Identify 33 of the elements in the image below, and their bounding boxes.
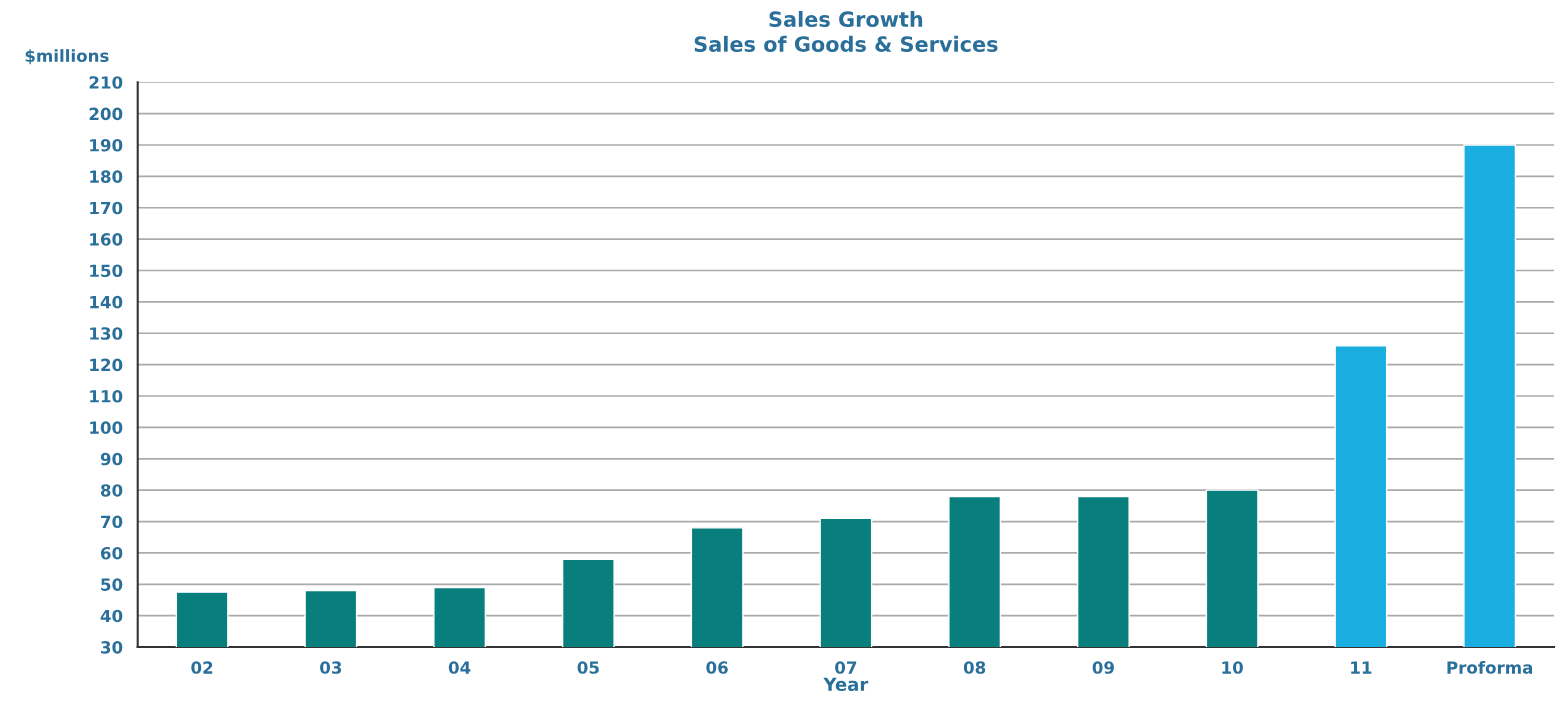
x-tick-label: Proforma [1447, 660, 1533, 674]
x-tick-label: 03 [320, 661, 342, 674]
y-tick-label: 150 [90, 264, 123, 278]
y-tick-label: 30 [101, 641, 123, 654]
y-tick-label: 200 [89, 107, 123, 121]
x-tick-label: 05 [577, 661, 599, 674]
y-tick-label: 50 [101, 578, 123, 591]
y-tick-label: 90 [100, 452, 123, 466]
x-tick-label: 06 [706, 661, 728, 674]
y-tick-label: 110 [90, 389, 123, 403]
y-tick-label: 210 [89, 76, 123, 89]
y-tick-label: 140 [90, 295, 123, 309]
y-tick-label: 60 [100, 546, 123, 560]
y-tick-label: 120 [90, 358, 123, 372]
x-tick-label: 10 [1222, 661, 1243, 674]
x-tick-label: 11 [1351, 661, 1372, 674]
y-tick-label: 160 [90, 233, 123, 246]
x-tick-label: 08 [963, 661, 986, 674]
y-tick-label: 80 [100, 484, 123, 497]
y-axis-title: $millions [25, 49, 109, 65]
x-axis-title: Year [823, 677, 869, 692]
x-tick-label: 07 [835, 661, 857, 674]
x-tick-label: 02 [191, 661, 213, 674]
y-tick-label: 190 [90, 138, 123, 152]
x-tick-label: 04 [448, 661, 471, 674]
y-tick-label: 70 [101, 515, 123, 529]
y-tick-label: 40 [100, 609, 123, 623]
y-tick-label: 130 [90, 327, 123, 340]
y-tick-label: 100 [90, 421, 123, 434]
y-tick-label: 180 [90, 170, 123, 183]
x-tick-label: 09 [1092, 661, 1114, 674]
chart-title: Sales Growth Sales of Goods & Services [694, 10, 998, 52]
y-tick-label: 170 [90, 201, 123, 215]
